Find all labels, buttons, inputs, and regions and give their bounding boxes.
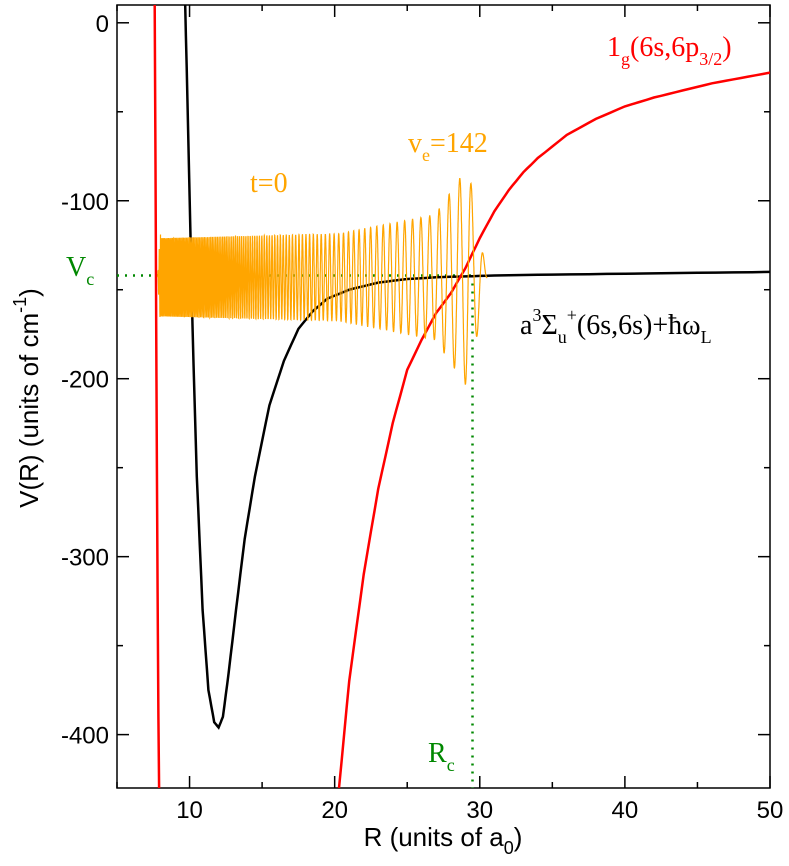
y-tick-label: -200 bbox=[61, 367, 109, 394]
x-tick-label: 30 bbox=[466, 797, 493, 824]
ve-label: ve=142 bbox=[408, 128, 488, 165]
plot-frame bbox=[116, 4, 771, 789]
wavepacket-curve bbox=[157, 178, 488, 385]
axis-tick-labels: 10 20 30 40 50 0 -100 -200 -300 -400 bbox=[61, 11, 783, 824]
1g-inner-wall-curve bbox=[153, 5, 161, 788]
y-axis-title: V(R) (units of cm-1) bbox=[10, 288, 44, 508]
rc-label: Rc bbox=[428, 738, 455, 775]
y-tick-label: -400 bbox=[61, 723, 109, 750]
axis-ticks bbox=[116, 5, 771, 788]
x-tick-label: 20 bbox=[321, 797, 348, 824]
x-tick-label: 10 bbox=[176, 797, 203, 824]
1g-potential-curve bbox=[337, 71, 770, 788]
vc-label: Vc bbox=[66, 252, 94, 289]
y-tick-label: -100 bbox=[61, 189, 109, 216]
a3sigma-potential-curve bbox=[183, 5, 770, 730]
y-tick-label: 0 bbox=[96, 11, 109, 38]
t-label: t=0 bbox=[250, 168, 288, 199]
x-tick-label: 50 bbox=[757, 797, 784, 824]
black-curve-label: a3Σu+(6s,6s)+ħωL bbox=[520, 305, 712, 347]
red-curve-label: 1g(6s,6p3/2) bbox=[607, 32, 732, 69]
y-tick-label: -300 bbox=[61, 545, 109, 572]
x-tick-label: 40 bbox=[612, 797, 639, 824]
x-axis-title: R (units of a0) bbox=[364, 822, 523, 858]
